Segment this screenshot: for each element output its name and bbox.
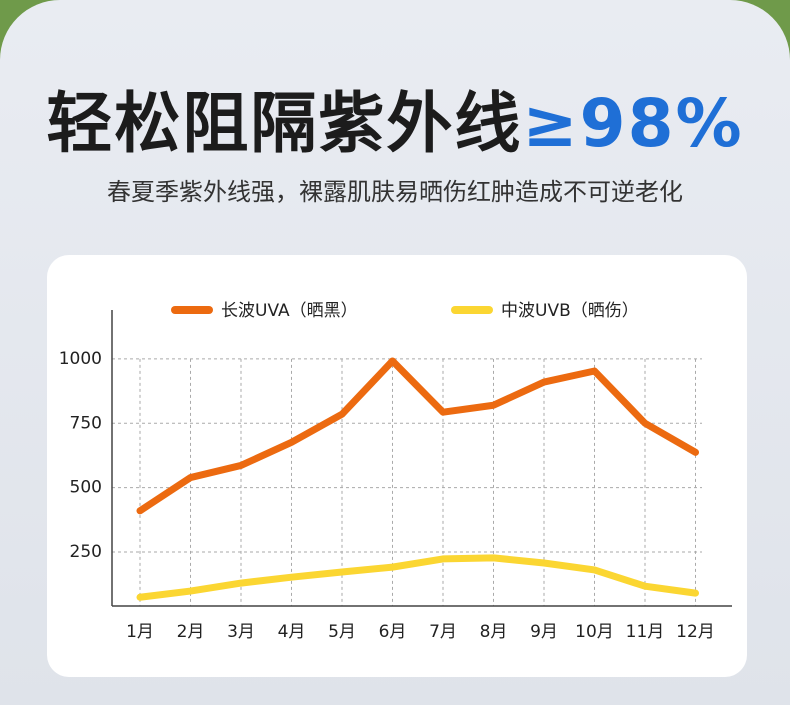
x-tick-label: 7月 xyxy=(429,622,457,642)
data-line xyxy=(136,357,699,515)
x-tick-label: 12月 xyxy=(676,622,715,642)
headline-highlight: ≥98% xyxy=(522,85,744,162)
x-tick-label: 9月 xyxy=(530,622,558,642)
y-tick-label: 500 xyxy=(70,478,102,498)
x-tick-label: 1月 xyxy=(126,622,154,642)
headline-text: 轻松阻隔紫外线 xyxy=(46,85,523,162)
legend-label: 中波UVB（晒伤） xyxy=(501,301,639,321)
y-tick-label: 1000 xyxy=(59,349,102,369)
x-tick-label: 6月 xyxy=(379,622,407,642)
subtitle: 春夏季紫外线强，裸露肌肤易晒伤红肿造成不可逆老化 xyxy=(107,178,683,206)
data-line xyxy=(136,554,699,601)
x-tick-label: 3月 xyxy=(227,622,255,642)
x-tick-label: 11月 xyxy=(626,622,665,642)
x-tick-label: 10月 xyxy=(575,622,614,642)
x-tick-label: 5月 xyxy=(328,622,356,642)
y-tick-label: 250 xyxy=(70,542,102,562)
y-tick-label: 750 xyxy=(70,413,102,433)
legend-label: 长波UVA（晒黑） xyxy=(221,301,358,321)
x-tick-label: 8月 xyxy=(480,622,508,642)
x-tick-label: 4月 xyxy=(278,622,306,642)
x-tick-label: 2月 xyxy=(177,622,205,642)
headline: 轻松阻隔紫外线≥98% xyxy=(0,70,790,166)
